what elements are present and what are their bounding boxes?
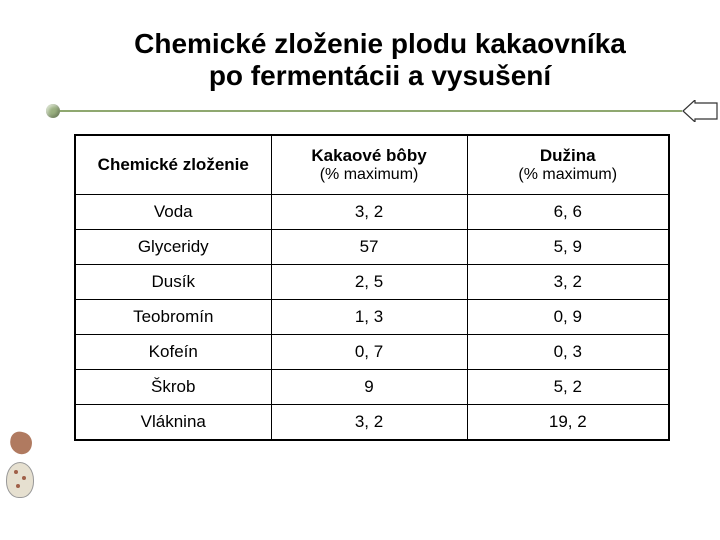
title-divider — [50, 110, 682, 112]
table-cell: Teobromín — [75, 300, 271, 335]
col-header-pulp: Dužina (% maximum) — [467, 135, 669, 195]
table-cell: 19, 2 — [467, 405, 669, 441]
table-body: Voda3, 26, 6Glyceridy575, 9Dusík2, 53, 2… — [75, 195, 669, 441]
table-cell: 6, 6 — [467, 195, 669, 230]
table-cell: 0, 9 — [467, 300, 669, 335]
table-cell: Dusík — [75, 265, 271, 300]
title-line-1: Chemické zloženie plodu kakaovníka — [100, 28, 660, 60]
col-header-label: Chemické zloženie — [98, 155, 249, 174]
arrow-left-icon — [682, 100, 718, 122]
table-cell: 0, 3 — [467, 335, 669, 370]
slide-title: Chemické zloženie plodu kakaovníka po fe… — [0, 0, 720, 102]
table-cell: 57 — [271, 230, 467, 265]
table-row: Škrob95, 2 — [75, 370, 669, 405]
col-subheader-label: (% maximum) — [474, 166, 662, 184]
table-cell: 2, 5 — [271, 265, 467, 300]
table-row: Vláknina3, 219, 2 — [75, 405, 669, 441]
table-row: Glyceridy575, 9 — [75, 230, 669, 265]
title-line-2: po fermentácii a vysušení — [100, 60, 660, 92]
table-cell: 1, 3 — [271, 300, 467, 335]
decorative-icon — [6, 432, 36, 504]
col-header-composition: Chemické zloženie — [75, 135, 271, 195]
table-cell: 3, 2 — [271, 405, 467, 441]
table-cell: Glyceridy — [75, 230, 271, 265]
col-subheader-label: (% maximum) — [278, 166, 461, 184]
table-row: Voda3, 26, 6 — [75, 195, 669, 230]
table-cell: Vláknina — [75, 405, 271, 441]
table-cell: 5, 2 — [467, 370, 669, 405]
col-header-label: Dužina — [540, 146, 596, 165]
composition-table: Chemické zloženie Kakaové bôby (% maximu… — [74, 134, 670, 441]
col-header-beans: Kakaové bôby (% maximum) — [271, 135, 467, 195]
col-header-label: Kakaové bôby — [311, 146, 426, 165]
table-cell: Voda — [75, 195, 271, 230]
table-row: Teobromín1, 30, 9 — [75, 300, 669, 335]
table-header-row: Chemické zloženie Kakaové bôby (% maximu… — [75, 135, 669, 195]
table-wrapper: Chemické zloženie Kakaové bôby (% maximu… — [0, 112, 720, 441]
table-cell: 0, 7 — [271, 335, 467, 370]
table-cell: Škrob — [75, 370, 271, 405]
table-cell: 3, 2 — [467, 265, 669, 300]
table-cell: 9 — [271, 370, 467, 405]
table-row: Kofeín0, 70, 3 — [75, 335, 669, 370]
table-cell: 5, 9 — [467, 230, 669, 265]
table-cell: 3, 2 — [271, 195, 467, 230]
table-row: Dusík2, 53, 2 — [75, 265, 669, 300]
table-cell: Kofeín — [75, 335, 271, 370]
